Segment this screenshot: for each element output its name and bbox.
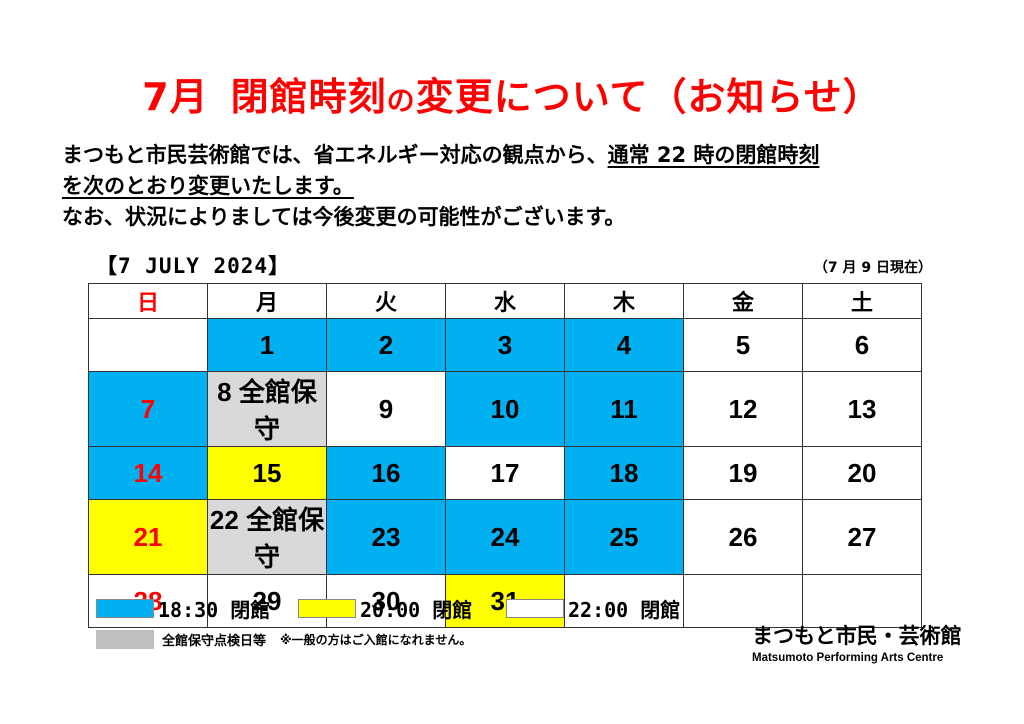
weekday-tue: 火 <box>326 283 446 319</box>
weekday-mon: 月 <box>207 283 327 319</box>
legend-yellow-swatch <box>298 598 356 618</box>
calendar-day-cell: 6 <box>802 318 922 372</box>
legend-blue-label: 18:30 閉館 <box>158 597 271 622</box>
calendar-day-cell: 22 全館保守 <box>207 499 327 575</box>
legend-blue-swatch <box>96 598 154 618</box>
calendar-day-cell: 27 <box>802 499 922 575</box>
as-of-date: （7 月 9 日現在） <box>813 260 932 276</box>
calendar-empty-cell <box>564 574 684 628</box>
weekday-sat: 土 <box>802 283 922 319</box>
calendar-day-cell: 11 <box>564 371 684 447</box>
calendar-day-cell: 5 <box>683 318 803 372</box>
title-particle: の <box>386 84 416 117</box>
calendar-day-cell: 24 <box>445 499 565 575</box>
title-rest: 変更について（お知らせ） <box>415 75 882 119</box>
notice-line-1: まつもと市民芸術館では、省エネルギー対応の観点から、通常 22 時の閉館時刻 <box>62 140 819 171</box>
calendar-day-cell: 23 <box>326 499 446 575</box>
legend-2000: 20:00 閉館 <box>298 596 473 622</box>
legend-gray-label: 全館保守点検日等 <box>162 634 267 649</box>
calendar-day-cell: 26 <box>683 499 803 575</box>
calendar-day-cell: 19 <box>683 446 803 500</box>
calendar-day-cell: 4 <box>564 318 684 372</box>
organization-logo: まつもと市民・芸術館 Matsumoto Performing Arts Cen… <box>752 620 962 664</box>
calendar-heading: 【7 JULY 2024】 <box>96 254 291 278</box>
calendar-day-cell: 2 <box>326 318 446 372</box>
legend-yellow-label: 20:00 閉館 <box>360 597 473 622</box>
calendar-week-row: 21 22 全館保守 23 24 25 26 27 <box>88 499 922 575</box>
legend-maintenance: 全館保守点検日等 ※一般の方はご入館になれません。 <box>96 630 471 649</box>
calendar-day-cell: 21 <box>88 499 208 575</box>
calendar-day-cell: 10 <box>445 371 565 447</box>
legend-gray-swatch <box>96 630 154 649</box>
calendar-day-cell: 17 <box>445 446 565 500</box>
title-main: 閉館時刻 <box>230 75 387 119</box>
legend-1830: 18:30 閉館 <box>96 596 271 622</box>
calendar-day-cell: 3 <box>445 318 565 372</box>
calendar-day-cell: 25 <box>564 499 684 575</box>
calendar-day-cell: 18 <box>564 446 684 500</box>
legend-gray-note: ※一般の方はご入館になれません。 <box>280 633 472 647</box>
logo-japanese: まつもと市民・芸術館 <box>752 623 962 648</box>
calendar-empty-cell <box>802 574 922 628</box>
calendar-week-row: 14 15 16 17 18 19 20 <box>88 446 922 500</box>
page-title: 7月 閉館時刻の変更について（お知らせ） <box>0 66 1024 121</box>
weekday-sun: 日 <box>88 283 208 319</box>
calendar-empty-cell <box>88 318 208 372</box>
weekday-header-row: 日 月 火 水 木 金 土 <box>88 283 922 319</box>
calendar-day-cell: 9 <box>326 371 446 447</box>
calendar-day-cell: 15 <box>207 446 327 500</box>
logo-english: Matsumoto Performing Arts Centre <box>752 652 944 664</box>
legend-2200: 22:00 閉館 <box>506 596 681 622</box>
notice-line-2-text: を次のとおり変更いたします。 <box>62 174 354 198</box>
calendar-day-cell: 12 <box>683 371 803 447</box>
notice-line-1a: まつもと市民芸術館では、省エネルギー対応の観点から、 <box>62 143 608 167</box>
calendar-empty-cell <box>683 574 803 628</box>
legend-white-swatch <box>506 598 564 618</box>
weekday-fri: 金 <box>683 283 803 319</box>
calendar-day-cell: 8 全館保守 <box>207 371 327 447</box>
legend-white-label: 22:00 閉館 <box>568 597 681 622</box>
calendar-day-cell: 1 <box>207 318 327 372</box>
weekday-wed: 水 <box>445 283 565 319</box>
notice-line-1b: 通常 22 時の閉館時刻 <box>607 143 820 167</box>
weekday-thu: 木 <box>564 283 684 319</box>
notice-line-2: を次のとおり変更いたします。 <box>62 171 819 202</box>
calendar-day-cell: 20 <box>802 446 922 500</box>
calendar-day-cell: 14 <box>88 446 208 500</box>
calendar-day-cell: 13 <box>802 371 922 447</box>
notice-line-3: なお、状況によりましては今後変更の可能性がございます。 <box>62 205 626 229</box>
calendar-day-cell: 16 <box>326 446 446 500</box>
calendar-day-cell: 7 <box>88 371 208 447</box>
title-month: 7月 <box>142 75 209 119</box>
notice-text: まつもと市民芸術館では、省エネルギー対応の観点から、通常 22 時の閉館時刻 を… <box>62 140 819 233</box>
